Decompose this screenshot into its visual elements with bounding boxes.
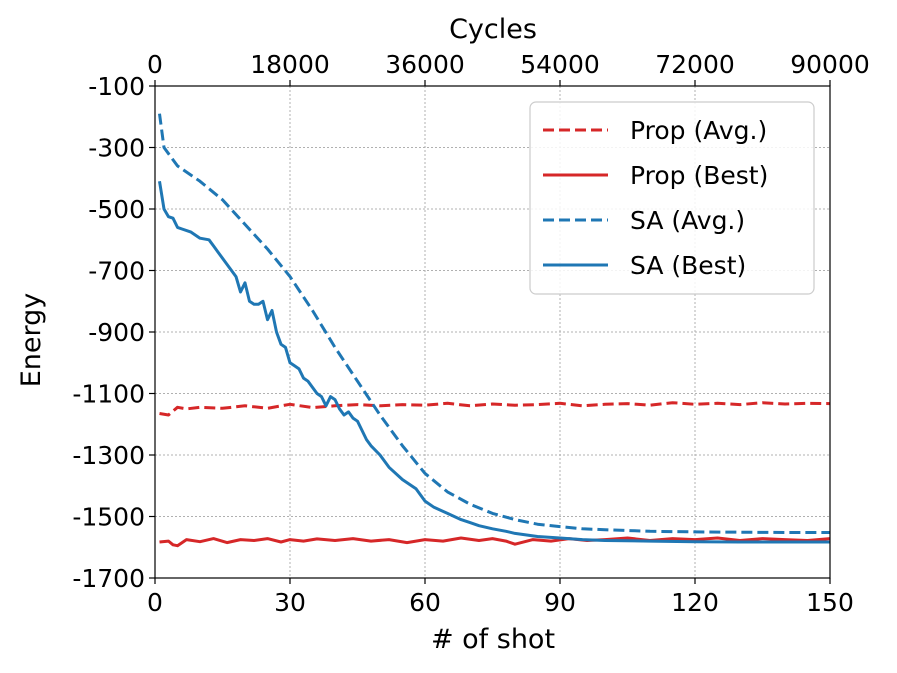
- series-line-prop-best: [159, 536, 831, 548]
- y-tick-label: -1700: [72, 564, 145, 593]
- top-tick-label: 18000: [250, 50, 330, 79]
- legend-label: Prop (Best): [630, 161, 768, 190]
- legend-box: [529, 101, 815, 295]
- y-tick-label: -1100: [72, 380, 145, 409]
- x-tick-label: 0: [147, 588, 163, 617]
- y-axis-title: Energy: [16, 293, 47, 388]
- series-line-prop-avg: [159, 401, 831, 417]
- x-tick-label: 60: [409, 588, 441, 617]
- top-tick-label: 90000: [790, 50, 870, 79]
- legend: Prop (Avg.) Prop (Best) SA (Avg.) SA (Best): [529, 101, 815, 295]
- top-axis-title: Cycles: [449, 14, 537, 45]
- x-tick-label: 90: [544, 588, 576, 617]
- y-tick-label: -1300: [72, 441, 145, 470]
- x-tick-label: 30: [274, 588, 306, 617]
- x-tick-label: 120: [671, 588, 719, 617]
- y-tick-label: -1500: [72, 503, 145, 532]
- legend-label: SA (Best): [630, 251, 746, 280]
- top-tick-label: 0: [147, 50, 163, 79]
- series-line-sa-best: [158, 181, 830, 544]
- y-tick-label: -500: [88, 195, 145, 224]
- x-axis-title: # of shot: [431, 624, 555, 655]
- ticks: 0 30 60 90 120 150 0 18000 36000 54000 72000 90000 -…: [72, 50, 869, 617]
- legend-label: Prop (Avg.): [630, 116, 767, 145]
- top-tick-label: 54000: [520, 50, 600, 79]
- series-line-sa-avg: [158, 113, 830, 534]
- y-tick-label: -100: [88, 72, 145, 101]
- y-tick-label: -700: [88, 257, 145, 286]
- top-tick-label: 72000: [655, 50, 735, 79]
- x-tick-label: 150: [806, 588, 854, 617]
- series-layer: [158, 113, 831, 548]
- y-tick-label: -300: [88, 134, 145, 163]
- y-tick-label: -900: [88, 318, 145, 347]
- top-tick-label: 36000: [385, 50, 465, 79]
- legend-label: SA (Avg.): [630, 206, 745, 235]
